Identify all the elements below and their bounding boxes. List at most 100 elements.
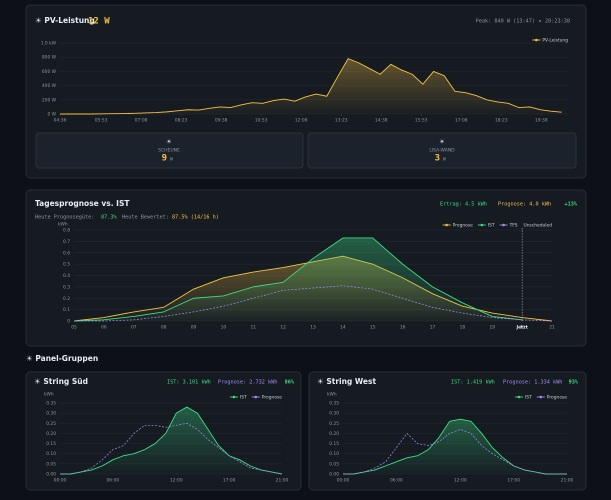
x-tick-label: 07 xyxy=(131,325,137,331)
area-fill xyxy=(60,58,562,114)
string-ist: IST: 1.419 kWh xyxy=(451,380,495,386)
legend-label: Prognose xyxy=(453,223,474,229)
source-value: 3 xyxy=(435,154,440,164)
string-pct: 93% xyxy=(569,380,579,386)
y-tick-label: 0.00 xyxy=(329,472,339,478)
source-name: SCHEUNE xyxy=(158,148,180,154)
x-tick-label: 09:38 xyxy=(215,118,228,124)
string-title: ☀ String Süd xyxy=(34,377,88,386)
x-tick-label: 06:00 xyxy=(107,478,120,484)
string-ist: IST: 3.101 kWh xyxy=(167,380,211,386)
source-unit: W xyxy=(170,157,173,163)
legend-label: PV-Leistung xyxy=(542,38,568,44)
x-tick-label: 19:38 xyxy=(535,118,548,124)
y-tick-label: 1.0 kW xyxy=(41,41,57,47)
y-tick-label: 0 xyxy=(67,319,70,325)
x-tick-label: 13 xyxy=(310,325,316,331)
x-tick-label: 18:23 xyxy=(495,118,508,124)
y-tick-label: 200 W xyxy=(42,97,57,103)
y-axis-label: kWh xyxy=(58,222,68,228)
y-tick-label: 800 W xyxy=(42,55,57,61)
y-axis-label: kWh xyxy=(44,392,54,398)
x-tick-label: 14 xyxy=(340,325,346,331)
series-line xyxy=(73,237,523,322)
x-tick-label: 17:00 xyxy=(223,478,236,484)
now-label: Jetzt xyxy=(515,325,527,331)
legend-swatch-dot xyxy=(480,223,484,227)
x-tick-label: 05 xyxy=(71,325,77,331)
x-tick-label: 17:00 xyxy=(507,478,520,484)
y-tick-label: 0.20 xyxy=(46,431,56,437)
quality-label: Heute Prognosegüte: xyxy=(35,215,94,221)
x-tick-label: 15 xyxy=(370,325,376,331)
legend-swatch-dot xyxy=(502,223,505,227)
x-tick-label: 12:08 xyxy=(295,118,308,124)
y-tick-label: 0 W xyxy=(47,112,56,118)
y-tick-label: 0.20 xyxy=(329,431,339,437)
x-tick-label: 13:23 xyxy=(335,118,348,124)
source-unit: W xyxy=(443,157,446,163)
y-tick-label: 0.6 xyxy=(63,250,70,256)
source-box xyxy=(35,132,304,169)
legend-label: Prognose xyxy=(547,395,568,401)
x-tick-label: 20 xyxy=(519,325,525,331)
source-box xyxy=(307,132,577,169)
quality-value: 87.3% xyxy=(101,215,117,221)
y-tick-label: 0.10 xyxy=(46,451,56,457)
x-tick-label: 12:00 xyxy=(454,478,467,484)
legend-swatch-dot xyxy=(535,38,538,42)
y-tick-label: 0.00 xyxy=(46,472,56,478)
y-tick-label: 0.25 xyxy=(329,421,339,427)
legend-label: Unscheduled xyxy=(524,223,553,229)
y-tick-label: 0.10 xyxy=(329,451,339,457)
series-line xyxy=(60,422,283,475)
x-tick-label: 04:36 xyxy=(54,118,67,124)
x-tick-label: 19 xyxy=(489,325,495,331)
x-tick-label: 21 xyxy=(549,325,555,331)
forecast-delta: +13% xyxy=(565,202,578,208)
legend-swatch-dot xyxy=(539,395,543,399)
x-tick-label: 07:08 xyxy=(135,118,148,124)
forecast-yield: Ertrag: 4.5 kWh xyxy=(440,202,487,208)
forecast-title: Tagesprognose vs. IST xyxy=(35,199,130,208)
y-tick-label: 400 W xyxy=(42,83,57,89)
x-tick-label: 08:23 xyxy=(175,118,188,124)
y-tick-label: 0.15 xyxy=(46,441,56,447)
forecast-forecast: Prognose: 4.0 kWh xyxy=(498,202,551,208)
legend-swatch-dot xyxy=(445,223,448,227)
x-tick-label: 12:00 xyxy=(170,478,183,484)
source-icon: ☀ xyxy=(439,139,445,146)
rated-label: Heute Bewertet: xyxy=(122,215,169,221)
pv-peak: Peak: 840 W (13:47) xyxy=(476,19,535,25)
string-prognose: Prognose: 1.334 kWh xyxy=(503,380,562,386)
legend-label: IST xyxy=(240,395,247,401)
source-name: LISA-WAND xyxy=(429,148,455,154)
series-line xyxy=(343,429,567,475)
legend-swatch-dot xyxy=(232,395,236,399)
series-line xyxy=(60,406,283,475)
y-tick-label: 0.3 xyxy=(63,284,70,290)
y-tick-label: 0.15 xyxy=(329,441,339,447)
y-tick-label: 0.35 xyxy=(46,401,56,407)
x-tick-label: 21:00 xyxy=(561,478,574,484)
source-value: 9 xyxy=(162,154,167,164)
separator xyxy=(539,20,541,22)
x-tick-label: 17:08 xyxy=(455,118,468,124)
x-tick-label: 08 xyxy=(161,325,167,331)
y-tick-label: 0.05 xyxy=(329,461,339,467)
legend-label: Prognose xyxy=(262,395,283,401)
x-tick-label: 10 xyxy=(221,325,227,331)
y-tick-label: 0.4 xyxy=(63,273,70,279)
y-tick-label: 0.30 xyxy=(46,411,56,417)
x-tick-label: 15:53 xyxy=(415,118,428,124)
x-tick-label: 14:38 xyxy=(375,118,388,124)
x-tick-label: 09 xyxy=(191,325,197,331)
y-tick-label: 0.35 xyxy=(329,401,339,407)
y-tick-label: 0.7 xyxy=(63,239,70,245)
legend-swatch-dot xyxy=(517,395,521,399)
string-pct: 86% xyxy=(285,380,295,386)
pv-title: ☀ PV-Leistung xyxy=(35,16,95,25)
legend-label: TFS xyxy=(509,223,518,229)
legend-label: IST xyxy=(488,223,495,229)
